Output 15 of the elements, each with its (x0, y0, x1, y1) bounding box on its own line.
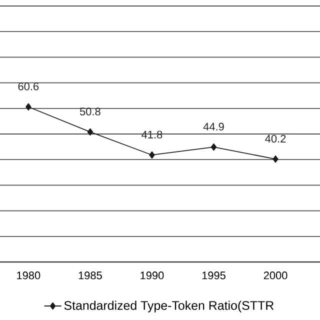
data-label: 44.9 (203, 122, 224, 131)
point (272, 155, 278, 163)
legend-label: Standardized Type-Token Ratio(STTR (64, 300, 274, 312)
x-tick-label: 2000 (264, 272, 288, 280)
data-label: 40.2 (265, 134, 286, 143)
x-tick-label: 1985 (78, 272, 102, 280)
point (210, 143, 217, 151)
x-tick-label: 1990 (140, 272, 164, 280)
point (149, 151, 155, 159)
data-label: 60.6 (18, 82, 39, 90)
point (87, 128, 94, 136)
point (26, 103, 32, 110)
x-tick-label: 1980 (17, 272, 40, 280)
data-label: 50.8 (80, 108, 100, 116)
x-tick-label: 1995 (202, 272, 226, 280)
